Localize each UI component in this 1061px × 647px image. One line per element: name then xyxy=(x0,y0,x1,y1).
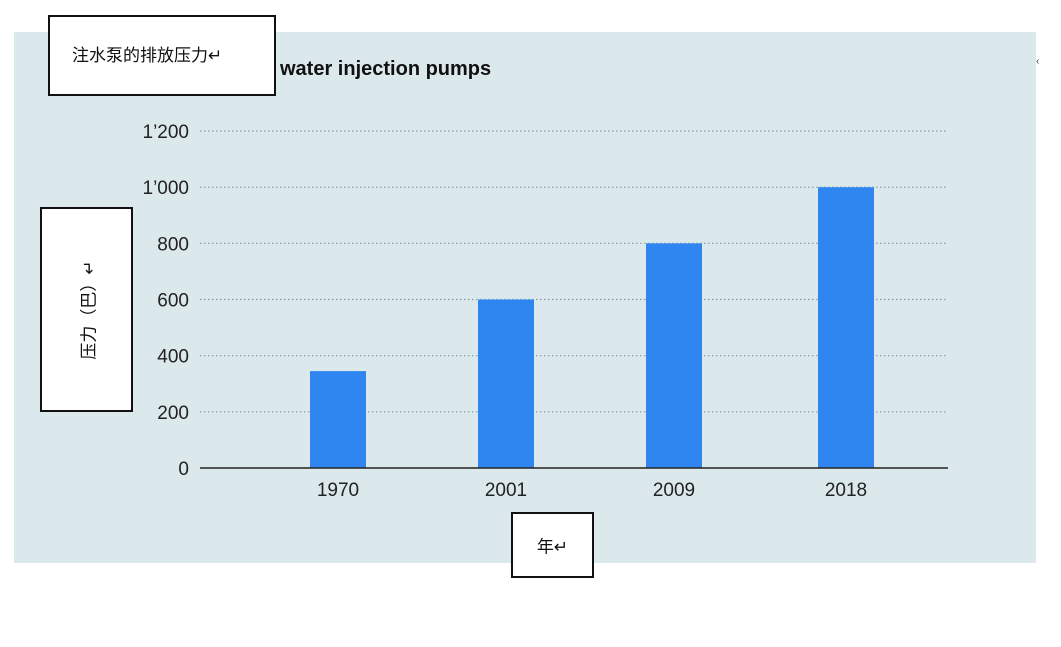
y-tick-label: 1’200 xyxy=(143,122,190,143)
edge-mark: ‹ xyxy=(1036,56,1040,67)
y-tick-label: 1’000 xyxy=(143,178,190,199)
y-tick-label: 200 xyxy=(157,403,189,424)
bar-1970 xyxy=(310,371,366,468)
chart-title: water injection pumps xyxy=(280,58,492,80)
x-tick-label: 2001 xyxy=(485,480,527,501)
x-tick-label: 2018 xyxy=(825,480,867,501)
x-axis-label: 年↵ xyxy=(536,537,569,558)
bar-chart: 0 200 400 600 800 1’000 1’200 1970 2001 2009 2018 xyxy=(143,122,948,501)
x-tick-label: 2009 xyxy=(653,480,695,501)
y-axis-label-box: 压力（巴）↵ xyxy=(40,207,133,412)
y-tick-label: 600 xyxy=(157,291,189,312)
y-axis-label: 压力（巴）↵ xyxy=(79,259,99,360)
x-tick-label: 1970 xyxy=(317,480,359,501)
y-tick-label: 800 xyxy=(157,234,189,255)
chart-title-cn: 注水泵的排放压力↵ xyxy=(72,46,223,66)
chart-panel: 0 200 400 600 800 1’000 1’200 1970 2001 2009 2018 xyxy=(14,32,1036,563)
bar-2018 xyxy=(818,187,874,468)
bar-2009 xyxy=(646,243,702,468)
y-tick-label: 400 xyxy=(157,347,189,368)
y-tick-label: 0 xyxy=(178,459,189,480)
chart-title-cn-box: 注水泵的排放压力↵ xyxy=(48,15,276,96)
x-axis-label-box: 年↵ xyxy=(511,512,594,578)
bar-2001 xyxy=(478,299,534,468)
